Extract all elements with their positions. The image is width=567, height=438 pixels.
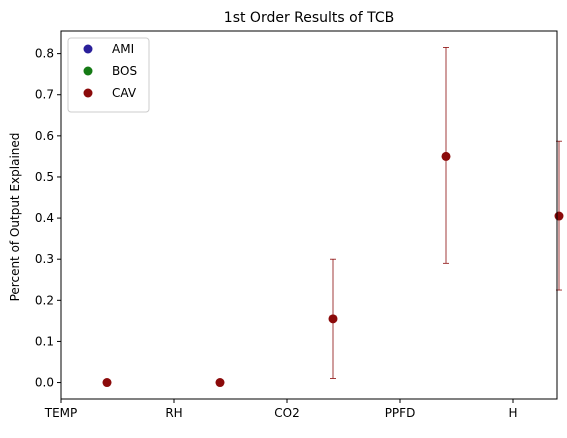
legend-label-cav: CAV [112, 86, 137, 100]
legend: AMI BOS CAV [67, 37, 150, 113]
y-tick-label: 0.3 [35, 252, 54, 266]
y-axis-label: Percent of Output Explained [8, 133, 22, 302]
legend-label-bos: BOS [112, 64, 137, 78]
legend-marker-ami [83, 44, 93, 54]
x-tick-label: PPFD [385, 406, 416, 420]
y-tick-label: 0.5 [35, 170, 54, 184]
y-tick-label: 0.0 [35, 376, 54, 390]
x-tick-label: TEMP [44, 406, 78, 420]
y-tick-label: 0.2 [35, 293, 54, 307]
y-tick-label: 0.8 [35, 47, 54, 61]
y-tick-label: 0.1 [35, 334, 54, 348]
y-tick-label: 0.7 [35, 88, 54, 102]
data-point-cav [102, 378, 112, 388]
y-tick-label: 0.6 [35, 129, 54, 143]
data-point-cav [328, 314, 338, 324]
data-point-cav [554, 211, 564, 221]
x-tick-label: RH [165, 406, 182, 420]
y-tick-label: 0.4 [35, 211, 54, 225]
x-tick-label: CO2 [274, 406, 299, 420]
plot-frame [60, 30, 558, 400]
legend-label-ami: AMI [112, 42, 134, 56]
legend-marker-bos [83, 66, 93, 76]
data-point-cav [441, 151, 451, 161]
chart-title: 1st Order Results of TCB [224, 10, 394, 26]
data-point-cav [215, 378, 225, 388]
x-tick-label: H [508, 406, 517, 420]
data-marks [102, 47, 564, 388]
axis-ticks: 0.0 0.1 0.2 0.3 0.4 0.5 0.6 0.7 0.8 TEMP RH CO2 PPFD… [35, 47, 518, 420]
legend-marker-cav [83, 88, 93, 98]
